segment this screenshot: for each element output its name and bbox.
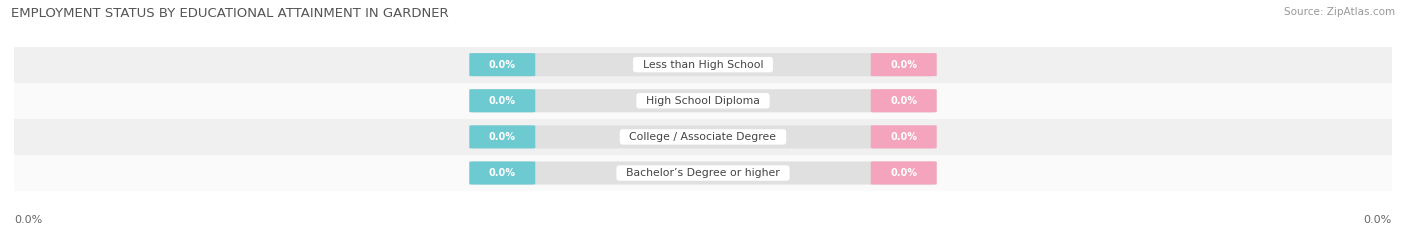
Text: 0.0%: 0.0% bbox=[489, 96, 516, 106]
Text: Source: ZipAtlas.com: Source: ZipAtlas.com bbox=[1284, 7, 1395, 17]
FancyBboxPatch shape bbox=[470, 53, 536, 76]
Text: 0.0%: 0.0% bbox=[489, 132, 516, 142]
Bar bbox=[14, 119, 1392, 155]
FancyBboxPatch shape bbox=[470, 89, 536, 112]
Bar bbox=[14, 155, 1392, 191]
Bar bbox=[14, 83, 1392, 119]
FancyBboxPatch shape bbox=[870, 125, 936, 148]
FancyBboxPatch shape bbox=[470, 161, 536, 185]
Text: 0.0%: 0.0% bbox=[890, 96, 917, 106]
Text: 0.0%: 0.0% bbox=[14, 215, 42, 225]
Text: 0.0%: 0.0% bbox=[890, 168, 917, 178]
Text: Bachelor’s Degree or higher: Bachelor’s Degree or higher bbox=[619, 168, 787, 178]
Bar bbox=[14, 47, 1392, 83]
Text: College / Associate Degree: College / Associate Degree bbox=[623, 132, 783, 142]
Text: Less than High School: Less than High School bbox=[636, 60, 770, 70]
Text: 0.0%: 0.0% bbox=[489, 168, 516, 178]
FancyBboxPatch shape bbox=[870, 89, 936, 112]
FancyBboxPatch shape bbox=[870, 53, 936, 76]
FancyBboxPatch shape bbox=[470, 161, 936, 185]
FancyBboxPatch shape bbox=[870, 161, 936, 185]
FancyBboxPatch shape bbox=[470, 89, 936, 112]
Text: 0.0%: 0.0% bbox=[1364, 215, 1392, 225]
Text: High School Diploma: High School Diploma bbox=[640, 96, 766, 106]
Text: EMPLOYMENT STATUS BY EDUCATIONAL ATTAINMENT IN GARDNER: EMPLOYMENT STATUS BY EDUCATIONAL ATTAINM… bbox=[11, 7, 449, 20]
FancyBboxPatch shape bbox=[470, 53, 936, 76]
Text: 0.0%: 0.0% bbox=[890, 132, 917, 142]
FancyBboxPatch shape bbox=[470, 125, 536, 148]
Text: 0.0%: 0.0% bbox=[489, 60, 516, 70]
Text: 0.0%: 0.0% bbox=[890, 60, 917, 70]
FancyBboxPatch shape bbox=[470, 125, 936, 148]
